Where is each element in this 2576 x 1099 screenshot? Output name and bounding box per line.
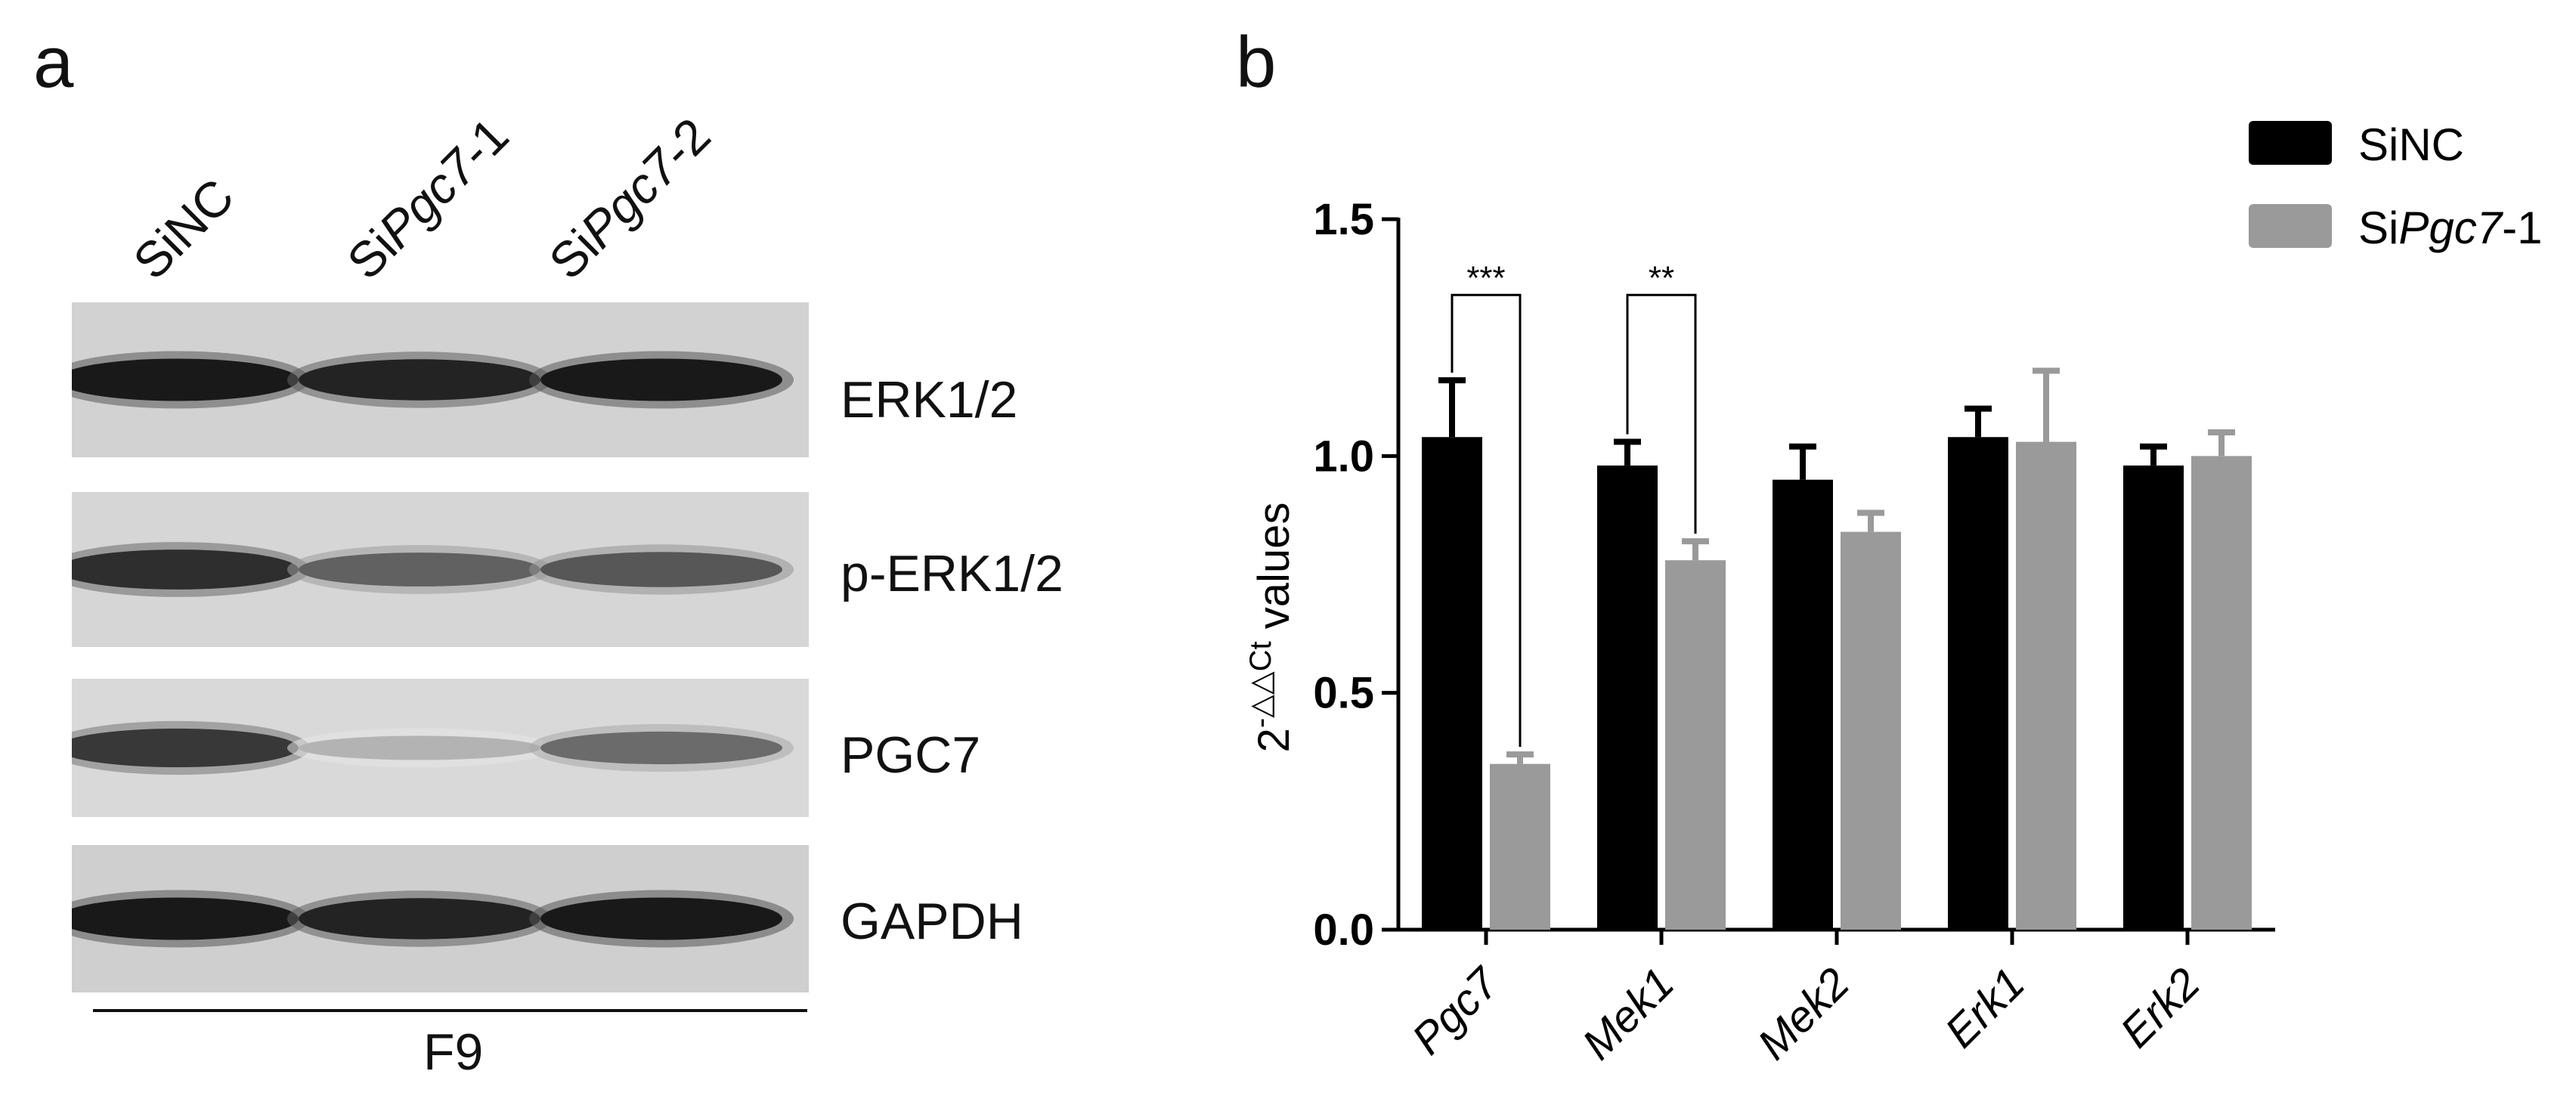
significance-label: ** [1649, 259, 1674, 296]
lane-label-sinc: SiNC [122, 168, 245, 290]
blot-pgc7 [72, 679, 809, 817]
blot-label-gapdh: GAPDH [841, 893, 1023, 950]
bar-sipgc7-erk2 [2191, 456, 2252, 930]
significance-label: *** [1466, 259, 1505, 296]
y-tick-label: 1.0 [1313, 432, 1374, 481]
blot-label-p-erk12: p-ERK1/2 [841, 545, 1064, 602]
bar-chart: 0.0 0.5 1.0 1.5 2-△△Ct values Pgc7 Mek1 Mek2 Erk… [1244, 119, 2542, 1069]
band [540, 897, 782, 940]
y-tick-label: 0.5 [1313, 669, 1374, 718]
blot-erk12 [72, 302, 809, 457]
cell-line-label: F9 [423, 1023, 484, 1081]
y-tick-label: 1.5 [1313, 195, 1374, 244]
y-axis-label: 2-△△Ct values [1244, 503, 1299, 753]
bar-sipgc7-mek2 [1841, 531, 1901, 930]
panel-b-letter: b [1236, 22, 1277, 103]
bar-sipgc7-mek1 [1665, 560, 1726, 930]
y-tick-label: 0.0 [1313, 906, 1374, 955]
blot-gapdh [72, 845, 809, 992]
blot-label-erk12: ERK1/2 [841, 371, 1018, 429]
x-tick-label: Mek1 [1573, 958, 1683, 1069]
blot-p-erk12 [72, 492, 809, 647]
x-tick-label: Erk1 [1936, 958, 2034, 1057]
cell-line-rule [93, 1009, 807, 1012]
lane-label-sipgc7-2: SiPgc7-2 [537, 107, 721, 290]
legend-swatch [2249, 121, 2332, 165]
bar-sinc-erk1 [1948, 437, 2008, 930]
band [299, 359, 540, 401]
band [72, 897, 299, 940]
bar-sinc-pgc7 [1422, 437, 1482, 930]
significance-bracket [1626, 293, 1697, 534]
band [540, 358, 782, 401]
band [540, 731, 782, 765]
bar-sinc-erk2 [2123, 465, 2184, 930]
bar-sipgc7-pgc7 [1490, 763, 1550, 930]
band [72, 358, 299, 401]
bar-sinc-mek2 [1773, 479, 1833, 930]
band [299, 898, 540, 940]
band [72, 728, 299, 768]
band [72, 550, 299, 590]
x-tick-label: Mek2 [1748, 958, 1859, 1069]
x-tick-label: Erk2 [2111, 958, 2209, 1057]
blot-label-pgc7: PGC7 [841, 726, 981, 784]
significance-bracket [1451, 293, 1522, 748]
band [540, 552, 782, 587]
band [299, 735, 540, 760]
legend-label: SiNC [2358, 119, 2464, 170]
legend-label: SiPgc7-1 [2358, 203, 2542, 253]
band [299, 553, 540, 587]
panel-a-letter: a [33, 22, 74, 103]
lane-label-sipgc7-1: SiPgc7-1 [336, 107, 519, 290]
x-tick-label: Pgc7 [1403, 957, 1509, 1063]
bar-sipgc7-erk1 [2016, 441, 2076, 930]
legend-swatch [2249, 204, 2332, 248]
bar-sinc-mek1 [1597, 465, 1658, 930]
